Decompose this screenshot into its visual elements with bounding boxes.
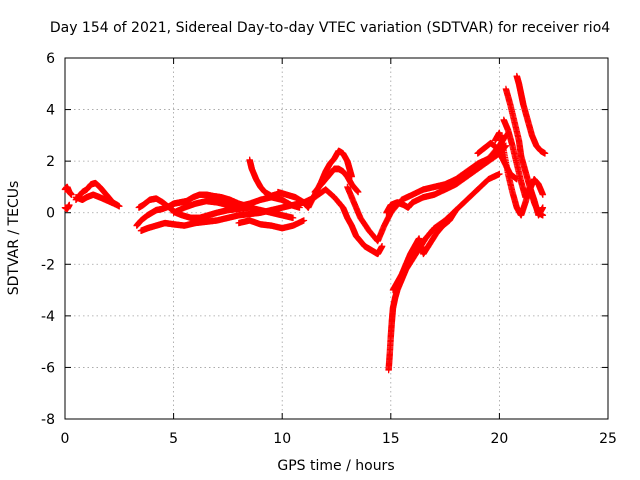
y-axis-label: SDTVAR / TECUs — [6, 181, 22, 296]
y-tick-label: -6 — [41, 360, 55, 376]
x-tick-label: 25 — [599, 431, 617, 447]
data-point — [113, 201, 121, 209]
series-arc-18 — [389, 206, 460, 294]
x-tick-label: 20 — [490, 431, 508, 447]
series-arc-4 — [72, 191, 121, 209]
y-tick-label: 6 — [46, 51, 55, 67]
x-tick-label: 0 — [61, 431, 70, 447]
x-tick-label: 5 — [169, 431, 178, 447]
y-tick-label: 0 — [46, 206, 55, 222]
y-tick-label: -2 — [41, 257, 55, 273]
data-series — [61, 72, 549, 374]
axis-ticks: 0 5 10 15 20 25 -8 -6 -4 -2 0 2 4 6 — [41, 51, 617, 447]
data-point — [68, 191, 75, 198]
series-arc-14 — [300, 186, 386, 258]
chart-title: Day 154 of 2021, Sidereal Day-to-day VTE… — [50, 20, 610, 36]
x-axis-label: GPS time / hours — [277, 458, 394, 474]
grid — [65, 58, 608, 419]
series-arc-1 — [61, 201, 73, 213]
plot-frame — [64, 57, 609, 420]
y-tick-label: 2 — [46, 154, 55, 170]
y-tick-label: 4 — [46, 103, 55, 119]
x-tick-label: 10 — [273, 431, 291, 447]
series-arc-10 — [235, 217, 308, 232]
y-tick-label: -4 — [41, 309, 55, 325]
data-point — [66, 201, 73, 209]
series-arc-2 — [61, 183, 75, 198]
y-tick-label: -8 — [41, 412, 55, 428]
x-tick-label: 15 — [382, 431, 400, 447]
